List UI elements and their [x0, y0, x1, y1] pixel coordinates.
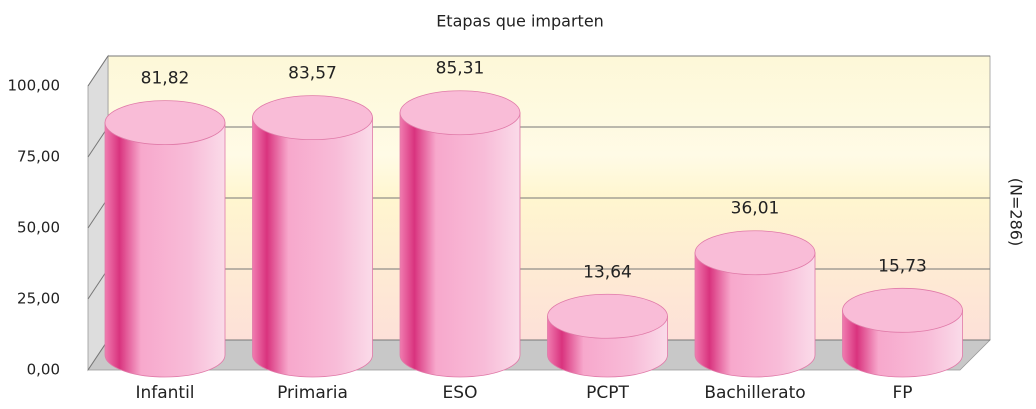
- chart-title: Etapas que imparten: [436, 12, 604, 31]
- value-label: 15,73: [878, 256, 927, 276]
- cylinder-body: [104, 122, 226, 378]
- x-tick-label: PCPT: [586, 383, 629, 403]
- y-tick-label: 100,00: [8, 77, 61, 95]
- cylinder-body: [252, 117, 373, 378]
- value-label: 13,64: [583, 262, 632, 282]
- cylinder-top: [399, 90, 521, 136]
- value-label: 83,57: [288, 64, 337, 84]
- x-tick-label: ESO: [443, 383, 478, 403]
- cylinder: [399, 90, 521, 378]
- cylinder: [104, 100, 226, 378]
- y-tick-label: 0,00: [27, 361, 60, 379]
- cylinder: [252, 95, 373, 378]
- cylinder: [547, 293, 668, 378]
- value-label: 85,31: [436, 59, 485, 79]
- y-tick-label: 75,00: [17, 148, 60, 166]
- cylinder: [842, 287, 963, 378]
- value-label: 81,82: [141, 69, 190, 89]
- x-tick-label: Bachillerato: [704, 383, 805, 403]
- cylinder-top: [104, 100, 226, 146]
- cylinder-top: [252, 95, 373, 141]
- x-tick-label: Primaria: [277, 383, 348, 403]
- x-tick-label: FP: [892, 383, 912, 403]
- cylinder: [694, 230, 816, 378]
- y-tick-label: 50,00: [17, 219, 60, 237]
- cylinder-body: [399, 112, 521, 378]
- value-label: 36,01: [731, 199, 780, 219]
- x-tick-label: Infantil: [135, 383, 194, 403]
- y-tick-label: 25,00: [17, 290, 60, 308]
- note: (N=286): [1007, 178, 1026, 246]
- cylinder-top: [547, 293, 668, 339]
- cylinder-body: [694, 252, 816, 378]
- grid-line-side: [87, 55, 109, 87]
- cylinder-top: [842, 287, 963, 333]
- cylinder-top: [694, 230, 816, 276]
